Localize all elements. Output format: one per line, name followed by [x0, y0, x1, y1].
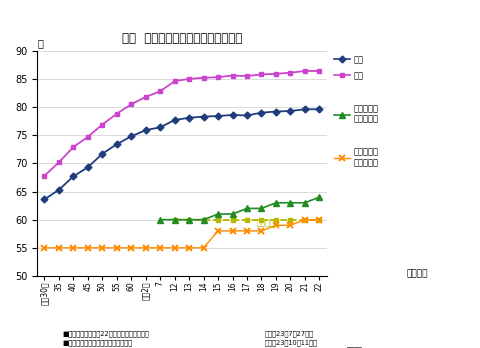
Title: 図１  平均寿命の年次推移と支給年齢: 図１ 平均寿命の年次推移と支給年齢 [121, 32, 241, 45]
Text: （比例分）: （比例分） [257, 218, 280, 227]
Text: （平成23年10月11日）: （平成23年10月11日） [264, 339, 317, 346]
Legend: 男性, 女性, , 定額支給年
齢（男性）, , 定額支給年
齢（女性）: 男性, 女性, , 定額支給年 齢（男性）, , 定額支給年 齢（女性） [333, 55, 378, 167]
Text: 歳: 歳 [37, 38, 43, 48]
Text: 【年次】: 【年次】 [406, 270, 427, 279]
Text: （平成23年7月27日）: （平成23年7月27日） [264, 331, 313, 337]
Text: より作成: より作成 [346, 346, 361, 348]
Text: ■厚生労働省「平成22年簡易生命表の概況」: ■厚生労働省「平成22年簡易生命表の概況」 [62, 331, 149, 337]
Text: ■第４回社会保障審議会年金部会資料: ■第４回社会保障審議会年金部会資料 [62, 339, 132, 346]
